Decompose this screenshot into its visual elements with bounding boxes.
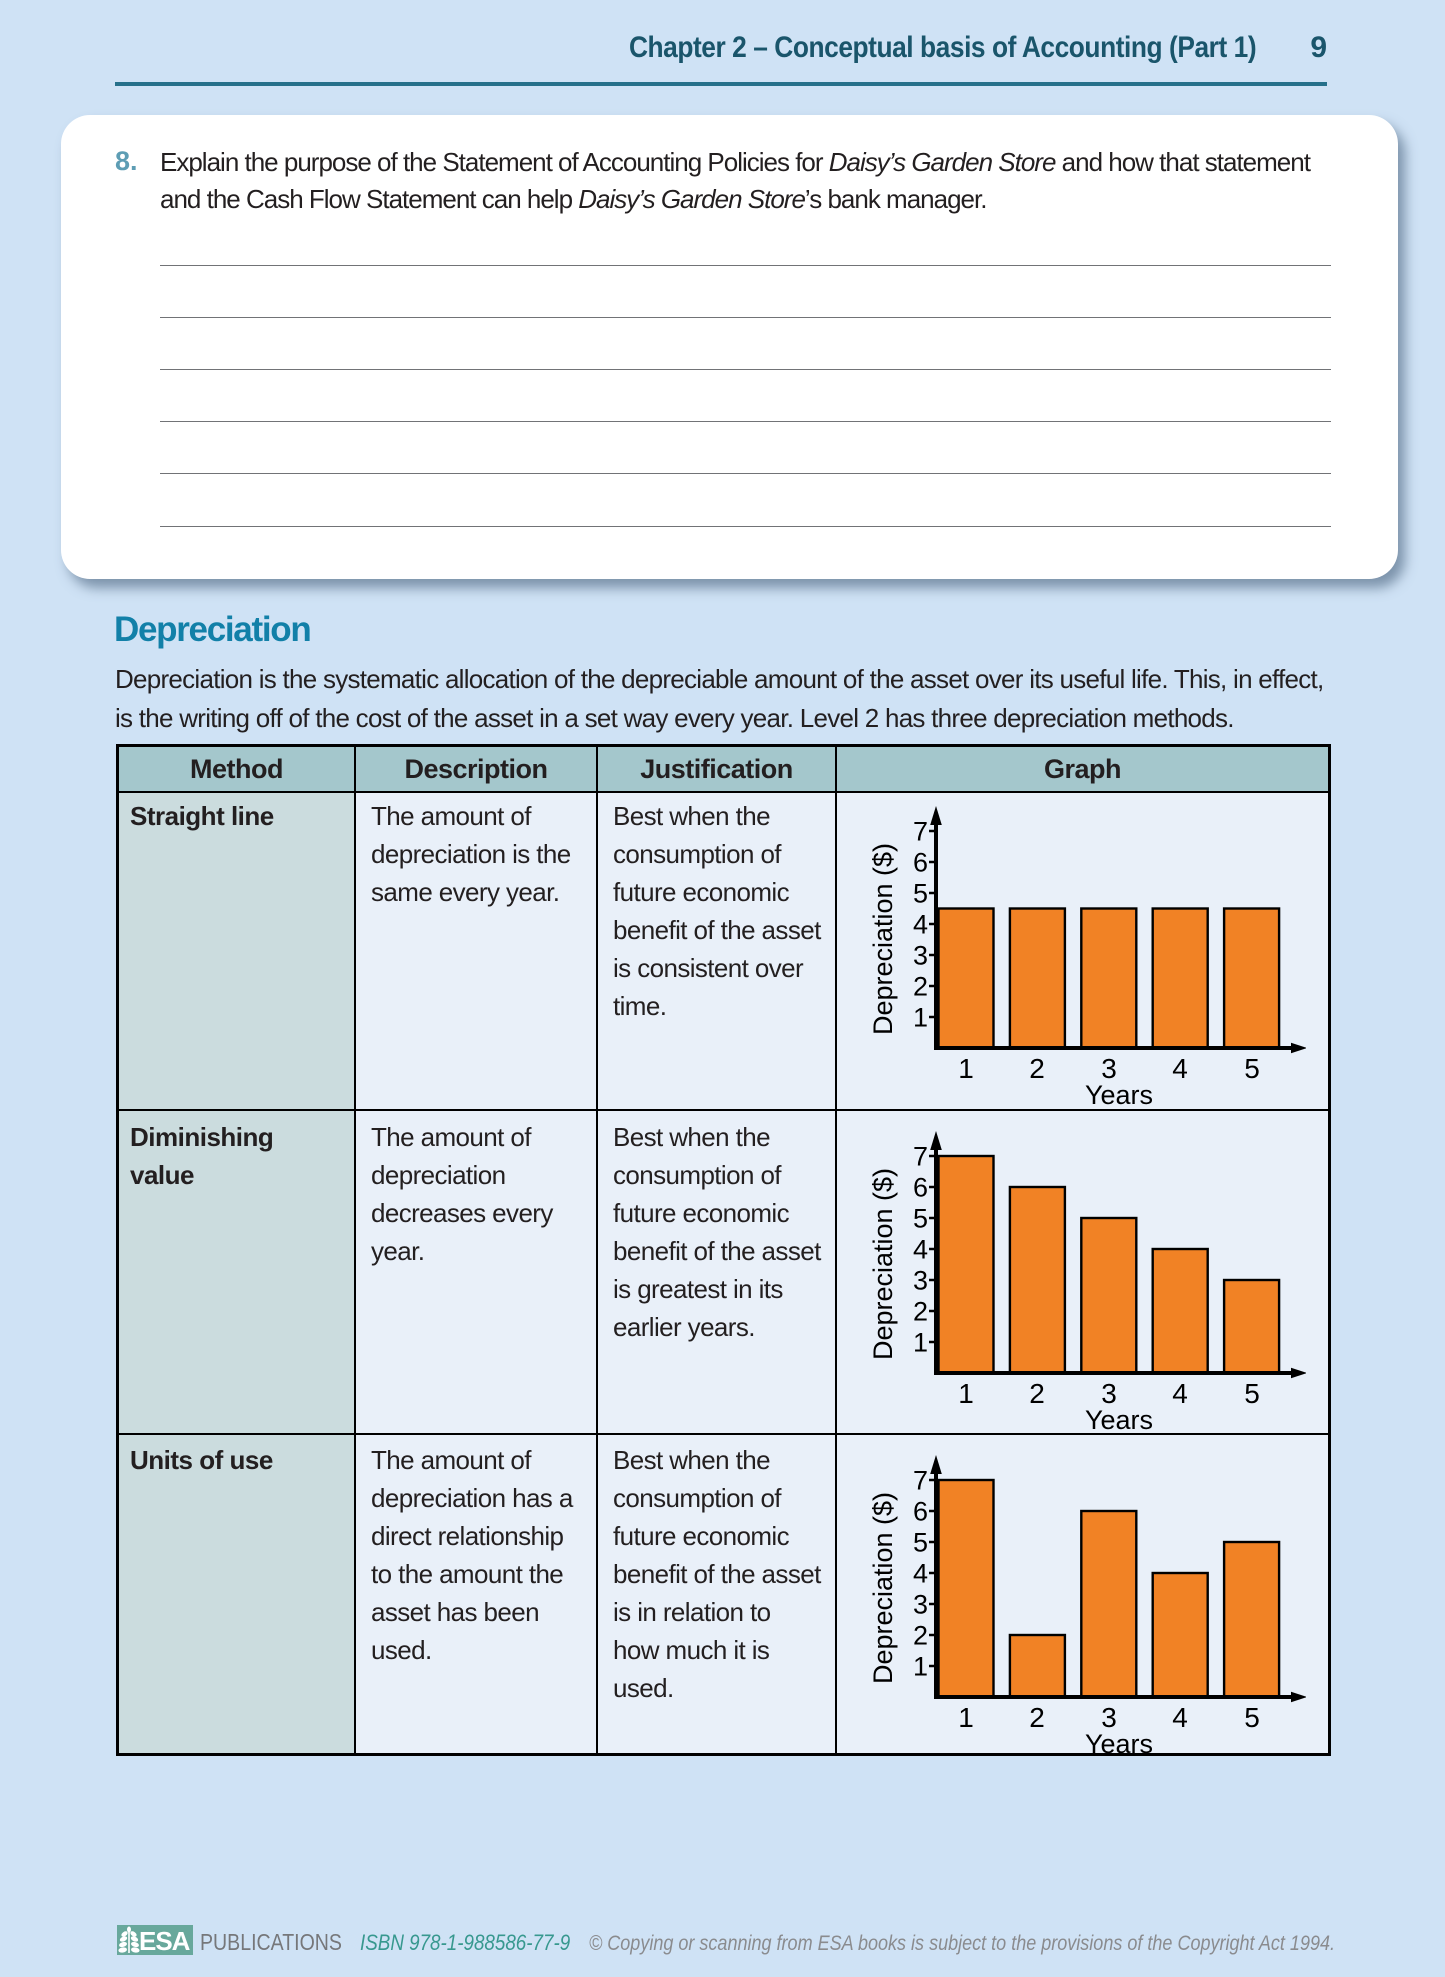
svg-text:6: 6 [913,848,928,878]
svg-text:5: 5 [913,1204,928,1234]
svg-text:5: 5 [1244,1378,1260,1409]
svg-text:2: 2 [913,1621,928,1651]
svg-text:1: 1 [958,1378,974,1409]
svg-text:1: 1 [958,1053,974,1084]
svg-text:7: 7 [913,817,928,847]
svg-text:2: 2 [1029,1053,1045,1084]
svg-text:4: 4 [1172,1702,1188,1733]
svg-text:3: 3 [913,941,928,971]
svg-text:2: 2 [913,972,928,1002]
svg-text:4: 4 [913,1559,928,1589]
svg-text:4: 4 [1172,1378,1188,1409]
svg-text:3: 3 [913,1590,928,1620]
svg-text:3: 3 [1101,1702,1117,1733]
svg-text:5: 5 [913,1528,928,1558]
svg-text:6: 6 [913,1173,928,1203]
svg-text:2: 2 [913,1297,928,1327]
svg-text:Years: Years [1085,1405,1153,1435]
svg-text:Years: Years [1085,1729,1153,1759]
svg-text:Depreciation ($): Depreciation ($) [868,1492,898,1684]
svg-text:2: 2 [1029,1378,1045,1409]
svg-text:1: 1 [913,1003,928,1033]
svg-text:4: 4 [1172,1053,1188,1084]
svg-text:1: 1 [913,1328,928,1358]
svg-text:7: 7 [913,1466,928,1496]
svg-text:Years: Years [1085,1080,1153,1110]
svg-text:1: 1 [958,1702,974,1733]
svg-text:3: 3 [913,1266,928,1296]
svg-text:Depreciation ($): Depreciation ($) [868,1168,898,1360]
svg-text:5: 5 [913,879,928,909]
svg-text:Depreciation ($): Depreciation ($) [868,843,898,1035]
svg-text:2: 2 [1029,1702,1045,1733]
svg-text:4: 4 [913,1235,928,1265]
svg-text:3: 3 [1101,1378,1117,1409]
svg-text:5: 5 [1244,1053,1260,1084]
svg-text:7: 7 [913,1142,928,1172]
svg-text:6: 6 [913,1497,928,1527]
svg-text:3: 3 [1101,1053,1117,1084]
svg-text:5: 5 [1244,1702,1260,1733]
svg-text:4: 4 [913,910,928,940]
svg-text:1: 1 [913,1652,928,1682]
